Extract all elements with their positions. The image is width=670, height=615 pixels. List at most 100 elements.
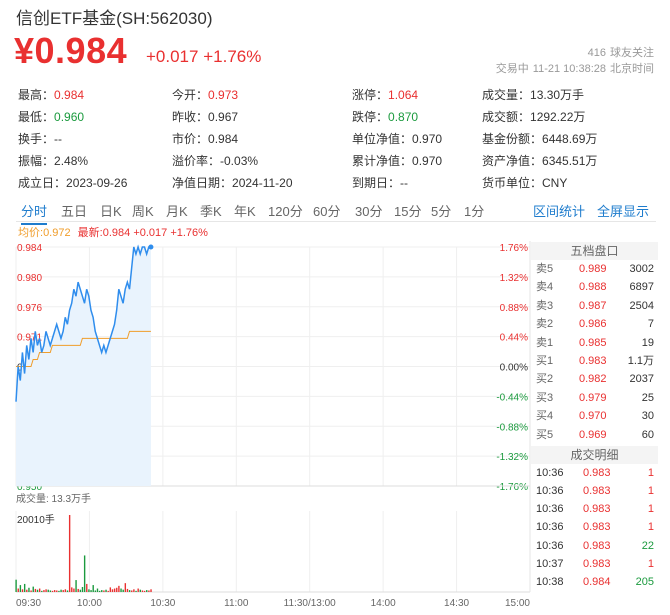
orderbook-row: 卖3 0.987 2504 bbox=[531, 297, 658, 315]
tab-9[interactable]: 30分 bbox=[355, 204, 383, 219]
stat-label: 溢价率： bbox=[172, 154, 221, 168]
trade-time: 10:36 bbox=[536, 485, 564, 498]
price-change: +0.017 +1.76% bbox=[146, 47, 261, 67]
tab-8[interactable]: 60分 bbox=[313, 204, 341, 219]
stat-item: 成交额：1292.22万 bbox=[482, 106, 585, 128]
stat-item: 市价：0.984 bbox=[172, 128, 238, 150]
volume-bar bbox=[103, 590, 105, 592]
level-volume: 60 bbox=[641, 428, 654, 441]
stat-item: 成立日：2023-09-26 bbox=[18, 172, 127, 194]
trade-time: 10:37 bbox=[536, 557, 564, 570]
orderbook-row: 买2 0.982 2037 bbox=[531, 370, 658, 388]
trade-price: 0.983 bbox=[583, 466, 611, 479]
orderbook-row: 买1 0.983 1.1万 bbox=[531, 352, 658, 370]
y-tick-label: 0.984 bbox=[17, 243, 42, 254]
followers-count: 416 bbox=[587, 47, 606, 59]
level-volume: 2037 bbox=[629, 373, 654, 386]
volume-bar bbox=[81, 586, 84, 592]
level-name: 买1 bbox=[536, 354, 554, 367]
trade-volume: 205 bbox=[635, 576, 654, 589]
trade-row: 10:37 0.983 1 bbox=[531, 555, 658, 573]
fund-title: 信创ETF基金(SH:562030) bbox=[16, 9, 213, 28]
orderbook-row: 买4 0.970 30 bbox=[531, 407, 658, 425]
pct-tick-label: -1.76% bbox=[496, 482, 528, 493]
orderbook-row: 卖2 0.986 7 bbox=[531, 315, 658, 333]
volume-bar bbox=[133, 589, 135, 592]
volume-bar bbox=[66, 590, 69, 592]
stat-label: 货币单位： bbox=[482, 176, 543, 190]
stat-label: 市价： bbox=[172, 132, 209, 146]
stat-label: 资产净值： bbox=[482, 154, 543, 168]
followers-info[interactable]: 416 球友关注 bbox=[584, 44, 654, 60]
level-price: 0.986 bbox=[579, 318, 607, 331]
level-volume: 25 bbox=[641, 391, 654, 404]
volume-bar bbox=[68, 515, 71, 592]
volume-bar bbox=[124, 583, 127, 592]
stat-value: -- bbox=[400, 176, 409, 190]
trade-row: 10:36 0.983 1 bbox=[531, 500, 658, 518]
trade-volume: 1 bbox=[647, 466, 654, 479]
order-panel: 五档盘口 卖5 0.989 3002 卖4 0.988 6897 卖3 0.987 2504 卖2… bbox=[531, 242, 658, 591]
level-name: 卖1 bbox=[536, 336, 554, 349]
stats-row: 最高：0.984 今开：0.973 涨停：1.064 成交量：13.30万手 bbox=[18, 84, 658, 106]
stat-value: CNY bbox=[542, 176, 568, 190]
change-value: +0.017 bbox=[146, 47, 199, 66]
range-stats-link[interactable]: 区间统计 bbox=[533, 204, 586, 219]
volume-bar bbox=[38, 588, 41, 592]
level-volume: 2504 bbox=[629, 299, 654, 312]
level-name: 买5 bbox=[536, 428, 554, 441]
tab-5[interactable]: 季K bbox=[200, 204, 222, 219]
volume-bar bbox=[150, 589, 152, 592]
stat-label: 换手： bbox=[18, 132, 55, 146]
stat-value: 0.973 bbox=[208, 88, 239, 102]
trade-time: 10:36 bbox=[536, 466, 564, 479]
intraday-chart[interactable]: 0.984 1.76% 0.980 1.32% 0.976 0.88% 0.971 0.44%… bbox=[0, 236, 531, 615]
stat-label: 涨停： bbox=[352, 88, 389, 102]
volume-bar bbox=[75, 580, 77, 592]
tab-2[interactable]: 日K bbox=[100, 204, 122, 219]
trade-status: 交易中 bbox=[495, 63, 529, 75]
tab-4[interactable]: 月K bbox=[166, 204, 188, 219]
orderbook-row: 卖5 0.989 3002 bbox=[531, 260, 658, 278]
trade-datetime: 11-21 10:38:28 bbox=[532, 63, 606, 75]
tab-6[interactable]: 年K bbox=[234, 204, 256, 219]
tab-10[interactable]: 15分 bbox=[394, 204, 422, 219]
volume-bar bbox=[116, 587, 118, 592]
volume-bar bbox=[79, 589, 82, 592]
stat-value: 6448.69万 bbox=[542, 132, 598, 146]
current-price: ¥0.984 bbox=[14, 30, 128, 71]
level-price: 0.970 bbox=[579, 410, 607, 423]
trade-row: 10:36 0.983 1 bbox=[531, 482, 658, 500]
volume-bar bbox=[139, 589, 142, 592]
volume-bar bbox=[77, 588, 79, 592]
pct-tick-label: 1.76% bbox=[500, 243, 528, 254]
tab-7[interactable]: 120分 bbox=[268, 204, 303, 219]
stat-label: 今开： bbox=[172, 88, 209, 102]
stat-item: 货币单位：CNY bbox=[482, 172, 567, 194]
stat-label: 最高： bbox=[18, 88, 55, 102]
stat-item: 基金份额：6448.69万 bbox=[482, 128, 597, 150]
volume-bar bbox=[71, 587, 73, 592]
volume-bar bbox=[148, 590, 150, 592]
level-name: 卖3 bbox=[536, 299, 554, 312]
trade-row: 10:38 0.984 205 bbox=[531, 573, 658, 591]
trade-time: 10:36 bbox=[536, 503, 564, 516]
orderbook-row: 买3 0.979 25 bbox=[531, 389, 658, 407]
fullscreen-link[interactable]: 全屏显示 bbox=[597, 204, 650, 219]
stat-value: 0.870 bbox=[388, 110, 419, 124]
stat-item: 昨收：0.967 bbox=[172, 106, 238, 128]
tab-12[interactable]: 1分 bbox=[464, 204, 485, 219]
stat-label: 最低： bbox=[18, 110, 55, 124]
x-tick-label: 14:00 bbox=[371, 598, 396, 609]
tab-1[interactable]: 五日 bbox=[61, 204, 88, 219]
trade-volume: 1 bbox=[647, 557, 654, 570]
tab-3[interactable]: 周K bbox=[132, 204, 154, 219]
volume-bar bbox=[118, 585, 120, 592]
level-volume: 30 bbox=[641, 410, 654, 423]
trade-volume: 1 bbox=[647, 503, 654, 516]
tab-11[interactable]: 5分 bbox=[431, 204, 452, 219]
trade-row: 10:36 0.983 1 bbox=[531, 464, 658, 482]
level-price: 0.982 bbox=[579, 373, 607, 386]
tab-0[interactable]: 分时 bbox=[21, 201, 48, 225]
level-price: 0.987 bbox=[579, 299, 607, 312]
